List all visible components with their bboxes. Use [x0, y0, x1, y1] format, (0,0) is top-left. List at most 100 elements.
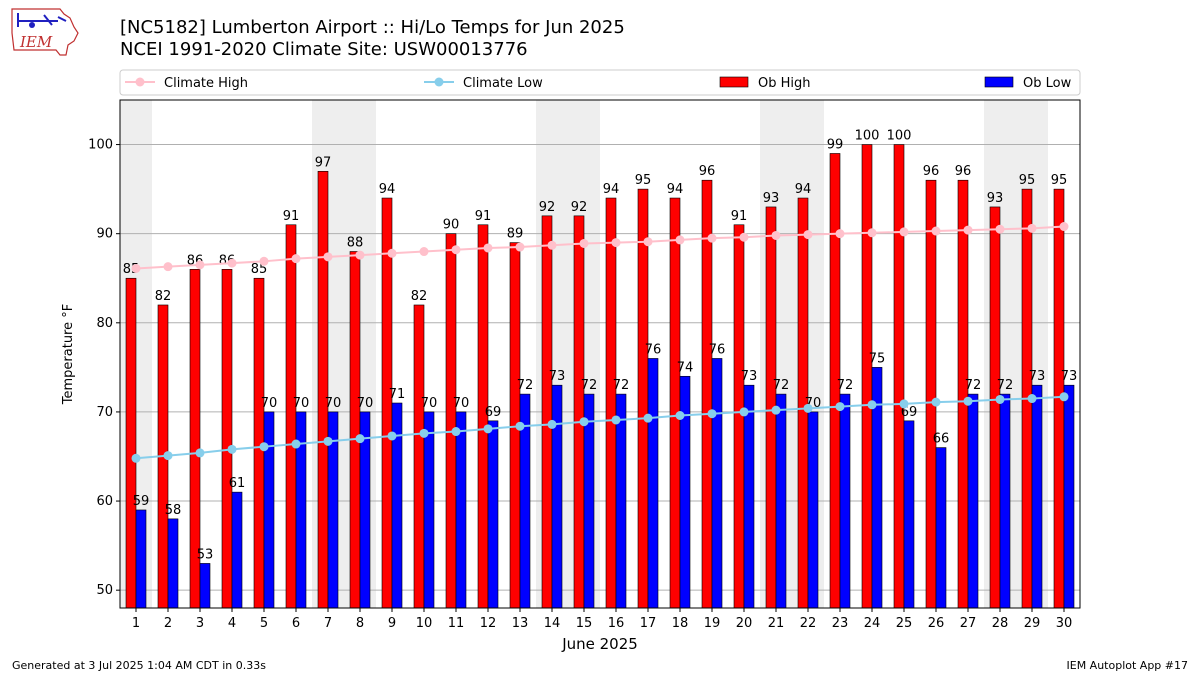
ob-high-label: 96 — [699, 164, 716, 179]
ob-low-label: 72 — [581, 378, 598, 393]
climate-low-point — [739, 407, 749, 417]
climate-low-point — [1059, 392, 1069, 402]
ob-high-label: 96 — [955, 164, 972, 179]
climate-low-point — [483, 424, 493, 434]
climate-low-point — [259, 442, 269, 452]
ob-low-label: 70 — [421, 396, 438, 411]
ob-low-bar — [679, 375, 691, 609]
chart-title: [NC5182] Lumberton Airport :: Hi/Lo Temp… — [120, 17, 625, 38]
ob-low-label: 53 — [197, 547, 214, 562]
ob-low-bar — [903, 420, 915, 609]
x-tick-label: 9 — [388, 616, 396, 631]
ob-low-label: 70 — [293, 396, 310, 411]
climate-low-point — [931, 397, 941, 407]
x-tick-label: 6 — [292, 616, 300, 631]
ob-high-label: 89 — [507, 227, 524, 242]
ob-high-label: 91 — [475, 209, 492, 224]
climate-high-point — [547, 240, 557, 250]
ob-low-label: 76 — [645, 342, 662, 357]
legend-ob-high-swatch — [719, 76, 749, 88]
ob-high-bar — [669, 197, 681, 609]
climate-low-point — [1027, 394, 1037, 404]
ob-low-bar — [1031, 384, 1043, 609]
climate-high-point — [195, 260, 205, 270]
ob-low-label: 73 — [1029, 369, 1046, 384]
climate-low-point — [803, 403, 813, 413]
climate-low-point — [291, 439, 301, 449]
ob-high-label: 90 — [443, 218, 460, 233]
ob-low-label: 70 — [261, 396, 278, 411]
x-tick-label: 3 — [196, 616, 204, 631]
ob-low-label: 70 — [357, 396, 374, 411]
ob-high-bar — [381, 197, 393, 609]
ob-high-bar — [125, 277, 137, 609]
plot-frame — [119, 99, 1081, 609]
chart-subtitle: NCEI 1991-2020 Climate Site: USW00013776 — [120, 39, 528, 60]
ob-low-label: 69 — [485, 405, 502, 420]
ob-low-bar — [583, 393, 595, 609]
climate-high-point — [771, 230, 781, 240]
ob-high-bar — [861, 144, 873, 609]
ob-high-bar — [413, 304, 425, 609]
climate-high-point — [451, 245, 461, 255]
ob-low-label: 73 — [1061, 369, 1078, 384]
ob-low-label: 72 — [773, 378, 790, 393]
ob-high-bar — [349, 251, 361, 609]
ob-high-label: 92 — [571, 200, 588, 215]
ob-high-label: 99 — [827, 137, 844, 152]
ob-high-bar — [733, 224, 745, 609]
climate-low-point — [963, 396, 973, 406]
ob-low-bar — [807, 411, 819, 609]
climate-low-point — [707, 409, 717, 419]
climate-high-point — [611, 238, 621, 248]
y-tick-label: 80 — [96, 316, 113, 331]
ob-high-label: 100 — [887, 129, 912, 144]
ob-high-label: 95 — [1051, 173, 1068, 188]
ob-high-label: 94 — [603, 182, 620, 197]
ob-low-label: 70 — [325, 396, 342, 411]
ob-high-label: 97 — [315, 155, 332, 170]
climate-low-point — [867, 400, 877, 410]
climate-high-point — [131, 263, 141, 273]
ob-low-label: 73 — [741, 369, 758, 384]
climate-high-line — [135, 225, 1065, 270]
x-tick-label: 4 — [228, 616, 236, 631]
x-tick-label: 27 — [960, 616, 977, 631]
climate-high-point — [355, 250, 365, 260]
ob-high-label: 96 — [923, 164, 940, 179]
ob-high-bar — [989, 206, 1001, 609]
x-tick-label: 23 — [832, 616, 849, 631]
climate-high-point — [323, 252, 333, 262]
climate-low-point — [355, 434, 365, 444]
x-tick-label: 28 — [992, 616, 1009, 631]
ob-low-label: 72 — [997, 378, 1014, 393]
ob-low-bar — [775, 393, 787, 609]
x-axis-label: June 2025 — [561, 635, 638, 653]
legend-box — [119, 69, 1081, 96]
climate-high-point — [675, 235, 685, 245]
legend-ob-low-swatch — [984, 76, 1014, 88]
climate-low-point — [323, 436, 333, 446]
ob-high-bar — [605, 197, 617, 609]
ob-low-bar — [231, 491, 243, 609]
x-tick-label: 10 — [416, 616, 433, 631]
climate-high-point — [387, 248, 397, 258]
ob-low-bar — [743, 384, 755, 609]
x-tick-label: 29 — [1024, 616, 1041, 631]
ob-high-label: 93 — [763, 191, 780, 206]
legend-climate-high-marker — [135, 77, 145, 87]
climate-low-point — [387, 431, 397, 441]
y-tick-label: 60 — [96, 494, 113, 509]
ob-low-label: 69 — [901, 405, 918, 420]
ob-high-label: 93 — [987, 191, 1004, 206]
climate-low-point — [451, 427, 461, 437]
ob-high-label: 95 — [635, 173, 652, 188]
iem-logo-text: IEM — [19, 33, 53, 51]
y-tick-label: 50 — [96, 583, 113, 598]
ob-low-bar — [551, 384, 563, 609]
ob-low-bar — [135, 509, 147, 609]
x-tick-label: 12 — [480, 616, 497, 631]
climate-low-point — [163, 451, 173, 461]
ob-low-bar — [711, 358, 723, 609]
